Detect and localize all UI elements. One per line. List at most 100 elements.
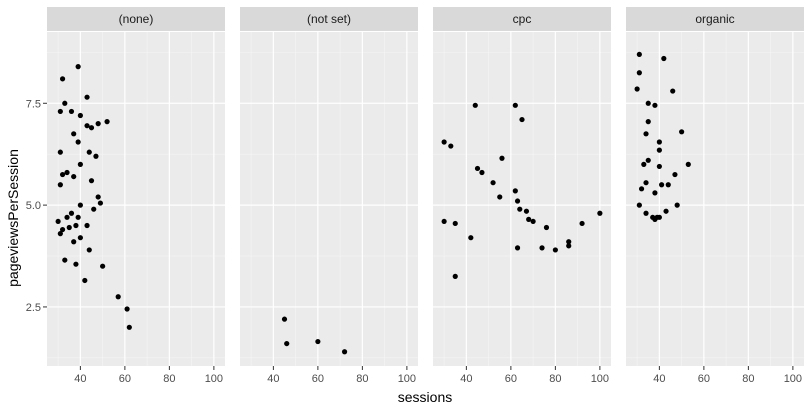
x-tick-label: 100 (784, 373, 802, 385)
data-point (512, 102, 518, 108)
x-tick-label: 80 (742, 373, 754, 385)
data-point (315, 338, 321, 345)
x-tick-label: 40 (74, 373, 86, 385)
data-point (124, 306, 130, 312)
data-point (88, 178, 95, 184)
facet-panel: (none) 40 60 80 100 (47, 7, 225, 385)
data-point (75, 64, 81, 70)
data-point (84, 94, 90, 100)
facet-strip (240, 7, 418, 31)
data-point (499, 155, 505, 161)
data-point (670, 88, 676, 94)
data-point (514, 198, 521, 204)
facet-strip-label: organic (695, 12, 734, 26)
data-point (441, 218, 447, 225)
data-point (636, 202, 642, 208)
data-point (281, 316, 288, 322)
data-point (674, 202, 680, 208)
data-point (636, 70, 642, 76)
data-point (66, 224, 72, 231)
data-point (57, 182, 63, 188)
data-point (543, 224, 550, 231)
x-tick-label: 40 (460, 373, 472, 385)
data-point (55, 218, 61, 225)
data-point (645, 119, 651, 125)
y-tick-label: 7.5 (26, 98, 41, 110)
data-point (634, 86, 640, 92)
data-point (71, 239, 77, 245)
facet-panel: organic 40 60 80 100 (626, 7, 804, 385)
data-point (77, 235, 83, 241)
data-point (472, 102, 478, 108)
data-point (59, 171, 66, 178)
panel-background (240, 32, 418, 366)
data-point (643, 131, 649, 137)
data-point (68, 210, 75, 216)
x-axis-title: sessions (398, 389, 452, 405)
data-point (652, 190, 658, 196)
data-point (126, 324, 132, 330)
data-point (663, 208, 669, 214)
facet-strip (47, 7, 225, 31)
data-point (661, 55, 667, 62)
data-point (656, 163, 662, 170)
data-point (62, 100, 68, 106)
x-tick-label: 60 (119, 373, 131, 385)
data-point (73, 261, 79, 267)
data-point (71, 131, 77, 137)
data-point (579, 220, 585, 227)
data-point (93, 153, 99, 159)
x-tick-label: 60 (312, 373, 324, 385)
panel-background (47, 32, 225, 366)
data-point (97, 200, 103, 206)
data-point (77, 202, 83, 208)
data-point (448, 143, 454, 149)
data-point (656, 139, 662, 145)
facet-panel: (not set) 40 60 80 100 (240, 7, 418, 385)
data-point (57, 108, 63, 115)
data-point (468, 235, 474, 241)
data-point (566, 239, 572, 245)
data-point (104, 119, 110, 125)
y-tick-label: 5.0 (26, 200, 41, 212)
data-point (84, 123, 90, 129)
data-point (71, 173, 77, 180)
data-point (64, 214, 70, 220)
data-point (62, 257, 68, 263)
data-point (75, 139, 81, 145)
facet-panel: cpc 40 60 80 100 (433, 7, 611, 385)
data-point (530, 218, 536, 225)
facet-strip (626, 7, 804, 31)
data-point (86, 247, 92, 253)
facet-strip-label: (none) (119, 12, 154, 26)
panels: (none) 40 60 80 100 (not set) 40 60 80 100 cpc 40 60… (47, 7, 804, 385)
x-tick-label: 100 (205, 373, 223, 385)
x-tick-label: 40 (653, 373, 665, 385)
data-point (638, 186, 645, 192)
data-point (77, 161, 83, 167)
data-point (441, 139, 447, 145)
data-point (57, 149, 63, 155)
data-point (636, 51, 642, 58)
data-point (64, 169, 70, 176)
data-point (84, 222, 90, 229)
data-point (95, 194, 101, 200)
data-point (679, 129, 685, 135)
data-point (526, 216, 532, 222)
x-tick-label: 80 (163, 373, 175, 385)
data-point (512, 188, 518, 194)
data-point (643, 210, 649, 216)
data-point (73, 222, 79, 229)
data-point (115, 294, 121, 300)
y-axis: 2.5 5.0 7.5 (26, 98, 47, 314)
data-point (86, 149, 92, 155)
facet-strip-label: (not set) (307, 12, 351, 26)
x-tick-label: 40 (267, 373, 279, 385)
data-point (77, 112, 83, 119)
data-point (597, 210, 603, 216)
data-point (665, 182, 671, 188)
x-tick-label: 100 (591, 373, 609, 385)
data-point (659, 182, 665, 188)
data-point (490, 180, 496, 186)
